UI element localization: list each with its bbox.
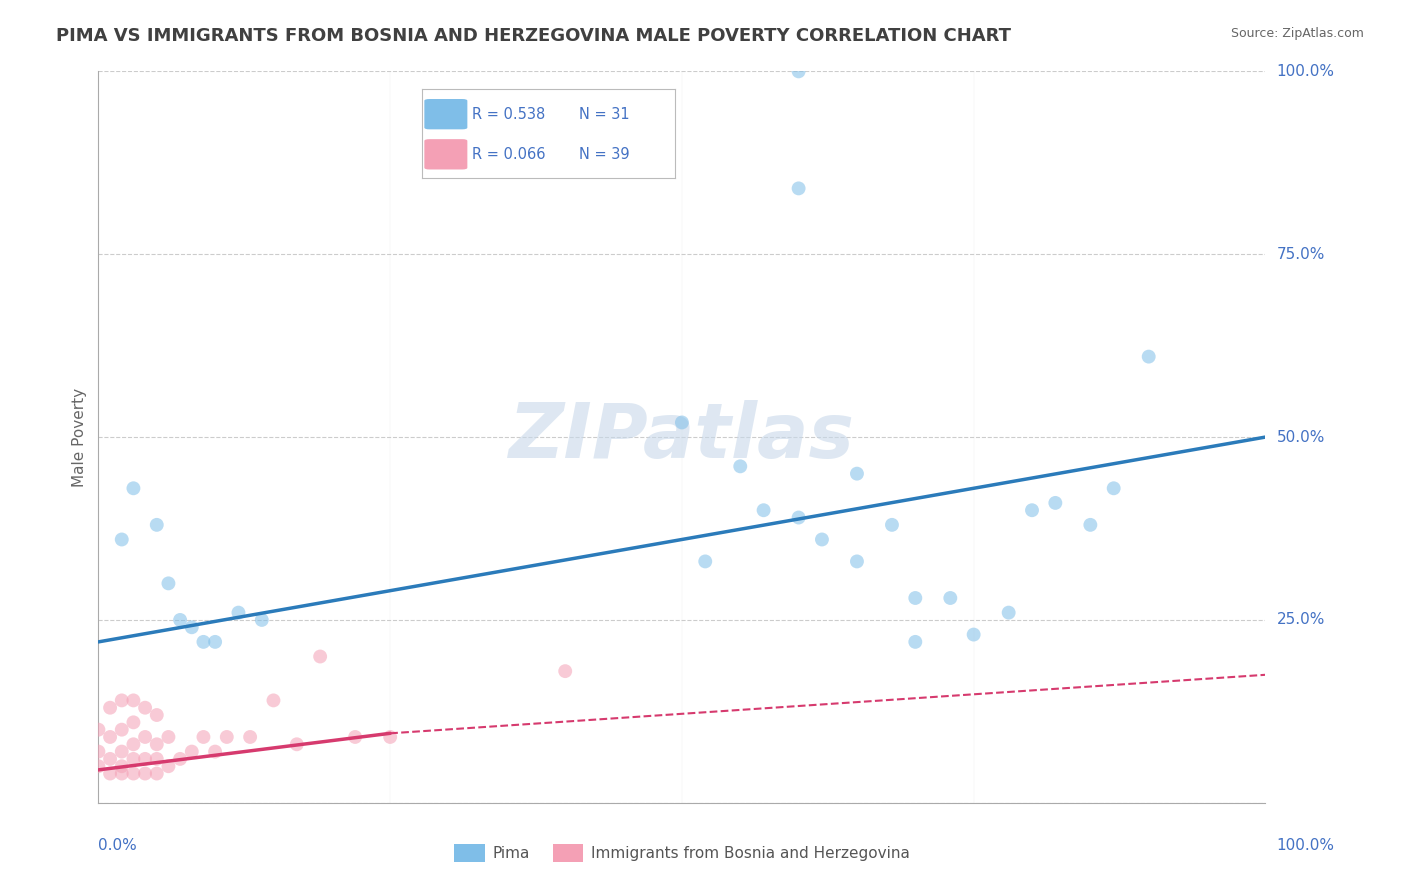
Point <box>169 613 191 627</box>
Point <box>880 517 903 532</box>
Point <box>1080 517 1102 532</box>
Point <box>752 503 775 517</box>
Point <box>239 730 262 744</box>
Point <box>87 723 110 737</box>
Point <box>146 766 169 780</box>
Point <box>122 481 145 495</box>
Point <box>122 693 145 707</box>
Point <box>846 467 869 481</box>
Text: N = 39: N = 39 <box>579 147 630 161</box>
Legend: Pima, Immigrants from Bosnia and Herzegovina: Pima, Immigrants from Bosnia and Herzego… <box>449 838 915 868</box>
Point <box>87 759 110 773</box>
Point <box>111 693 134 707</box>
Point <box>122 715 145 730</box>
Point <box>285 737 308 751</box>
Point <box>1102 481 1125 495</box>
Text: 100.0%: 100.0% <box>1277 64 1334 78</box>
Point <box>111 745 134 759</box>
Text: 25.0%: 25.0% <box>1277 613 1324 627</box>
Point <box>204 745 226 759</box>
Y-axis label: Male Poverty: Male Poverty <box>72 387 87 487</box>
Text: 75.0%: 75.0% <box>1277 247 1324 261</box>
Text: R = 0.066: R = 0.066 <box>472 147 546 161</box>
Point <box>962 627 984 641</box>
Point <box>787 181 810 195</box>
Point <box>250 613 273 627</box>
Point <box>111 533 134 547</box>
Point <box>204 635 226 649</box>
Text: 100.0%: 100.0% <box>1277 838 1334 853</box>
Point <box>554 664 576 678</box>
Point <box>904 591 927 605</box>
Point <box>111 759 134 773</box>
Point <box>180 745 202 759</box>
Text: 0.0%: 0.0% <box>98 838 138 853</box>
Text: Source: ZipAtlas.com: Source: ZipAtlas.com <box>1230 27 1364 40</box>
Point <box>811 533 834 547</box>
Point <box>111 766 134 780</box>
Point <box>309 649 332 664</box>
Point <box>846 554 869 568</box>
Point <box>180 620 202 634</box>
FancyBboxPatch shape <box>425 99 467 129</box>
Point <box>671 416 693 430</box>
Point <box>146 737 169 751</box>
Point <box>157 576 180 591</box>
Point <box>146 517 169 532</box>
Point <box>122 752 145 766</box>
Point <box>111 723 134 737</box>
Text: N = 31: N = 31 <box>579 107 630 121</box>
Point <box>146 708 169 723</box>
Point <box>157 730 180 744</box>
Point <box>997 606 1019 620</box>
Point <box>787 510 810 524</box>
Point <box>169 752 191 766</box>
Point <box>87 745 110 759</box>
Point <box>157 759 180 773</box>
Point <box>193 635 215 649</box>
Point <box>344 730 367 744</box>
Point <box>787 64 810 78</box>
Point <box>939 591 962 605</box>
FancyBboxPatch shape <box>425 139 467 169</box>
Point <box>98 752 121 766</box>
Point <box>695 554 717 568</box>
Point <box>134 730 156 744</box>
Point <box>98 730 121 744</box>
Point <box>122 766 145 780</box>
Text: PIMA VS IMMIGRANTS FROM BOSNIA AND HERZEGOVINA MALE POVERTY CORRELATION CHART: PIMA VS IMMIGRANTS FROM BOSNIA AND HERZE… <box>56 27 1011 45</box>
Point <box>904 635 927 649</box>
Point <box>134 700 156 714</box>
Point <box>98 700 121 714</box>
Text: R = 0.538: R = 0.538 <box>472 107 546 121</box>
Point <box>1045 496 1067 510</box>
Point <box>98 766 121 780</box>
Point <box>1021 503 1043 517</box>
Point <box>122 737 145 751</box>
Point <box>134 752 156 766</box>
Text: 50.0%: 50.0% <box>1277 430 1324 444</box>
Point <box>1137 350 1160 364</box>
Point <box>228 606 250 620</box>
Point <box>134 766 156 780</box>
Point <box>262 693 284 707</box>
Point <box>380 730 402 744</box>
Text: ZIPatlas: ZIPatlas <box>509 401 855 474</box>
Point <box>215 730 238 744</box>
Point <box>730 459 752 474</box>
Point <box>146 752 169 766</box>
Point <box>193 730 215 744</box>
